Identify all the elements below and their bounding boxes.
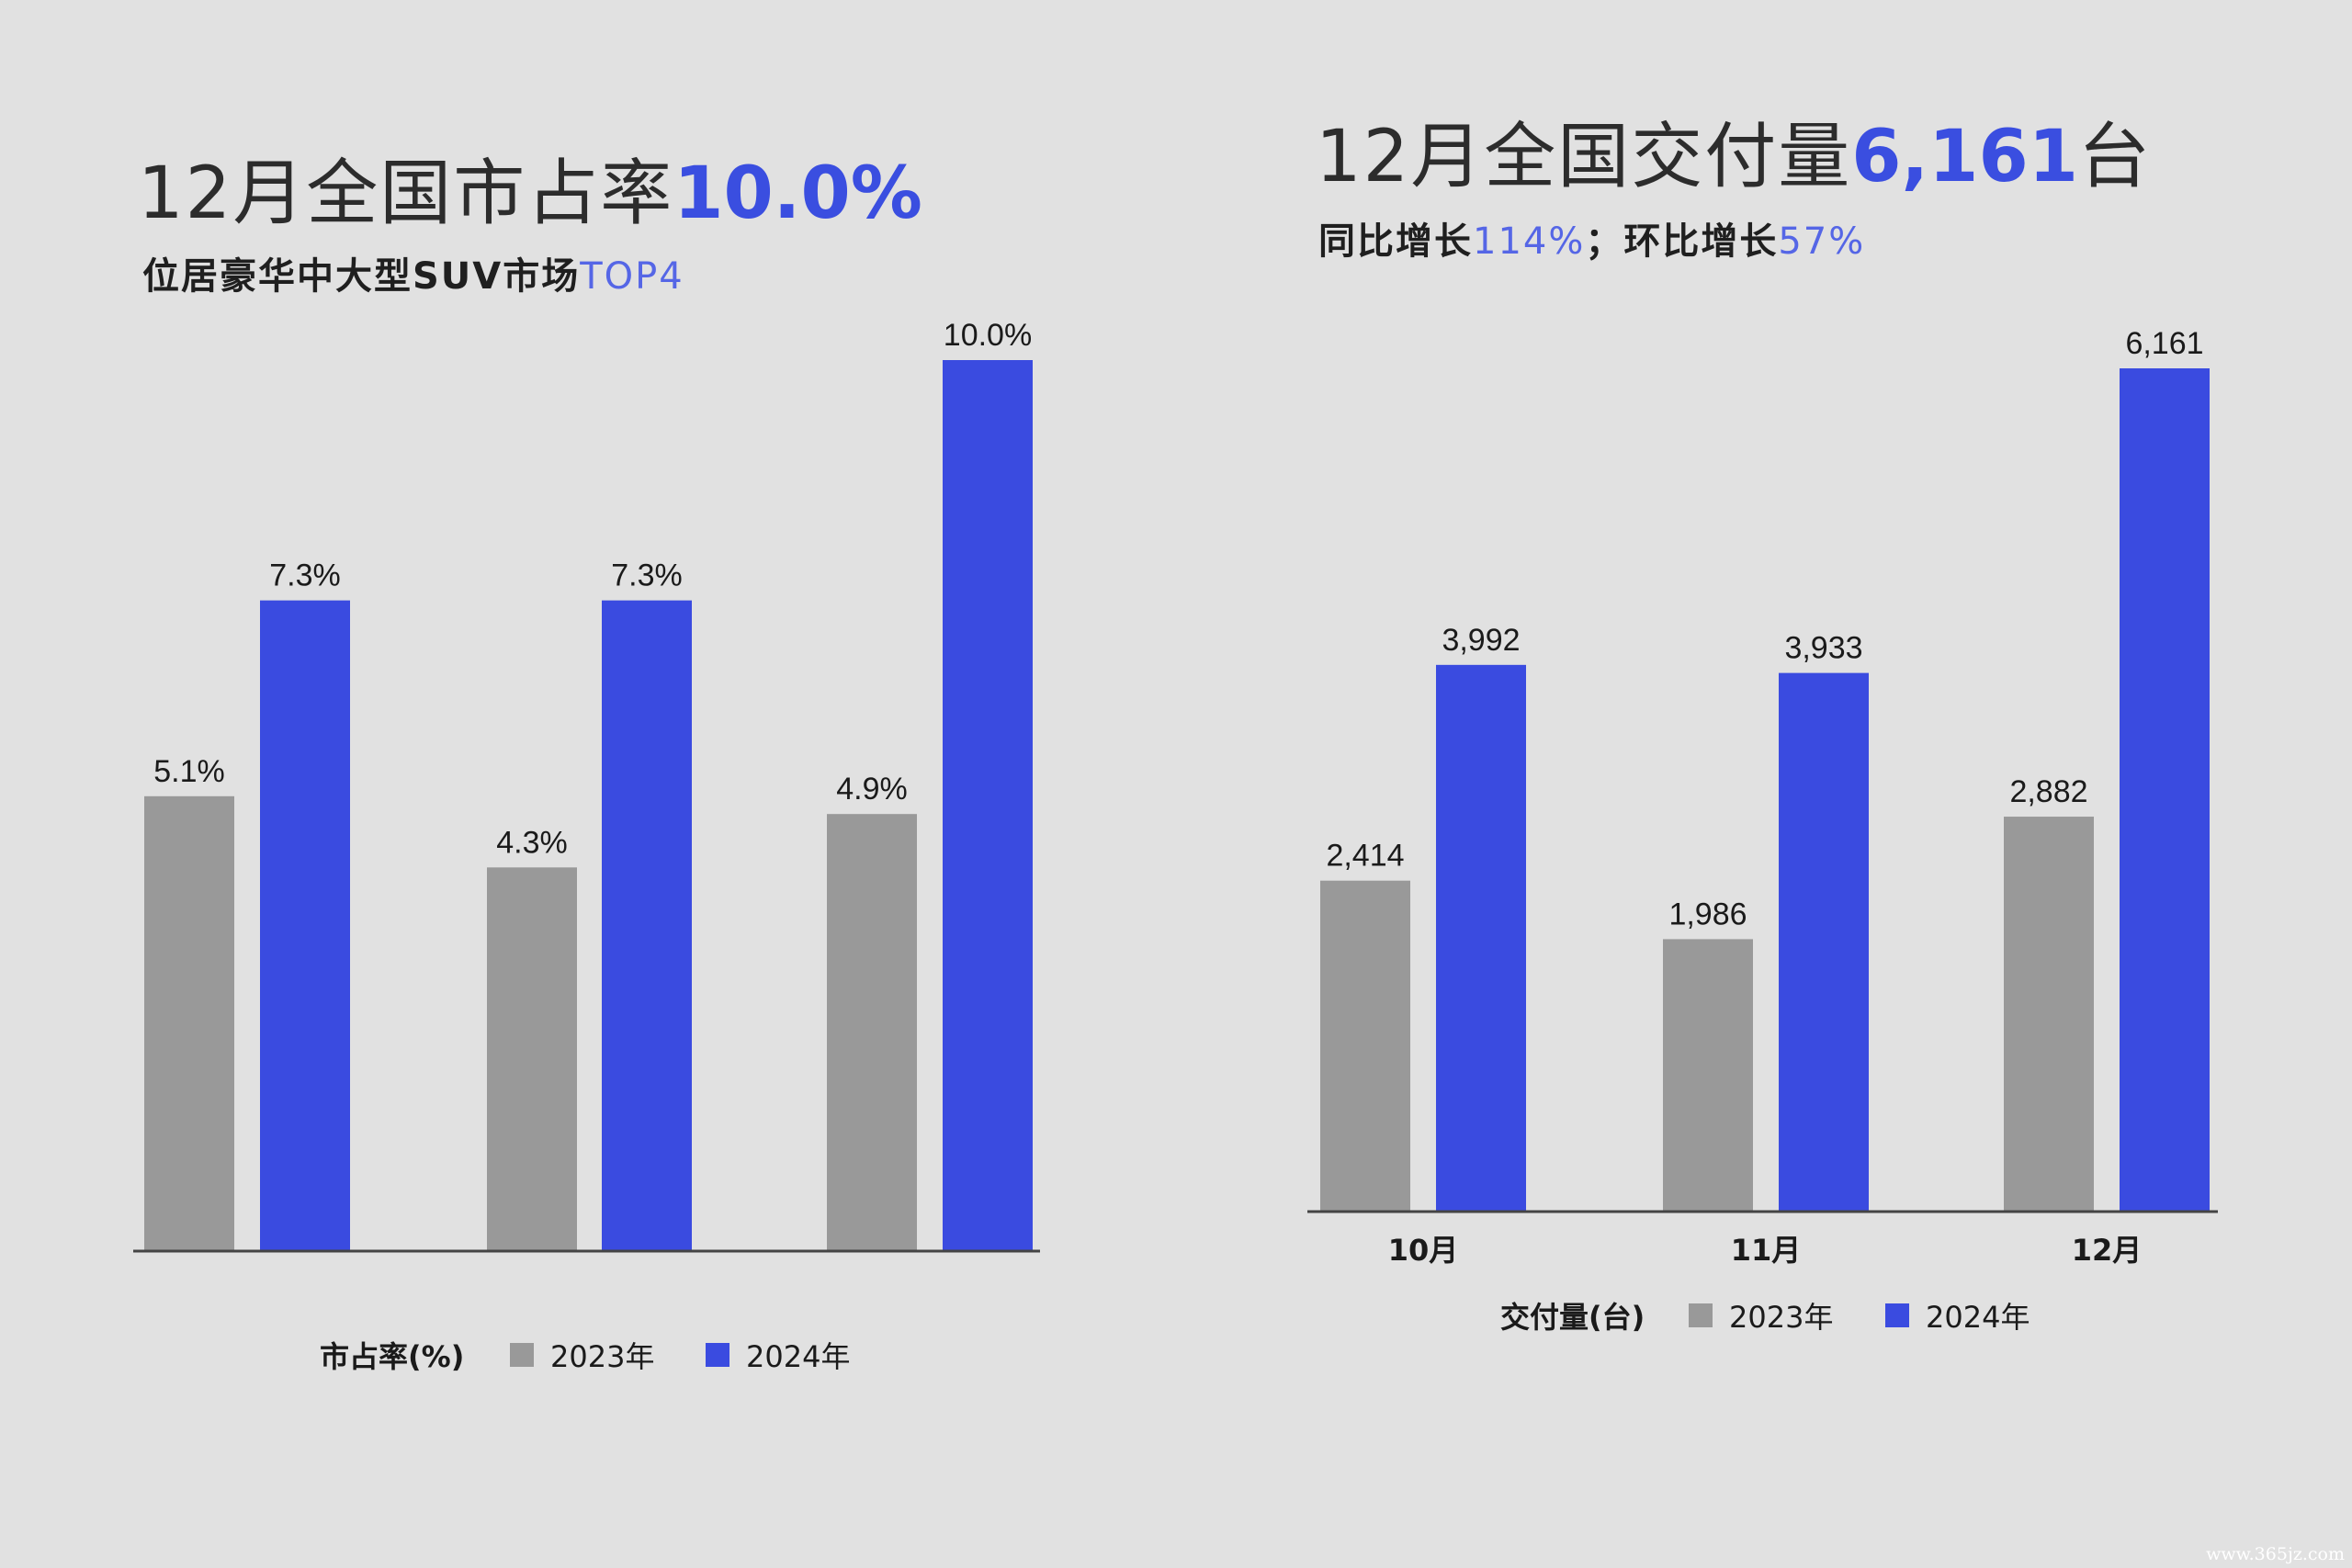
- right-headline-value: 6,161: [1851, 116, 2078, 198]
- right-headline: 12月全国交付量6,161台: [1316, 99, 2152, 202]
- share-legend-title: 市占率(%): [320, 1339, 464, 1374]
- left-subtitle-text: 位居豪华中大型SUV市场: [142, 255, 581, 298]
- left-headline: 12月全国市占率10.0%: [138, 136, 922, 239]
- share-legend-swatch-2024: [706, 1343, 729, 1367]
- right-subtitle-yoy-label: 同比增长: [1318, 220, 1473, 263]
- share-bar-2023-2: [487, 867, 577, 1250]
- share-legend-label-2024: 2024年: [746, 1339, 850, 1374]
- share-bar-2023-1: [144, 795, 234, 1250]
- left-headline-value: 10.0%: [673, 152, 922, 235]
- share-value-label-2024-2: 7.3%: [611, 558, 683, 593]
- share-value-label-2023-2: 4.3%: [496, 825, 568, 860]
- share-bar-2024-2: [602, 600, 692, 1250]
- share-bar-2024-3: [943, 360, 1033, 1250]
- delivery-value-label-2024-3: 6,161: [2125, 326, 2203, 361]
- share-value-label-2024-1: 7.3%: [269, 558, 341, 593]
- right-subtitle-separator: ；: [1585, 220, 1624, 263]
- delivery-legend-label-2024: 2024年: [1926, 1300, 2030, 1335]
- delivery-category-label-1: 10月: [1388, 1233, 1459, 1268]
- right-headline-unit: 台: [2078, 116, 2153, 198]
- delivery-value-label-2024-1: 3,992: [1442, 623, 1520, 658]
- share-value-label-2023-1: 5.1%: [153, 754, 225, 789]
- delivery-value-label-2024-2: 3,933: [1784, 631, 1862, 666]
- right-subtitle: 同比增长114%；环比增长57%: [1318, 211, 1865, 265]
- delivery-category-label-2: 11月: [1731, 1233, 1802, 1268]
- share-bar-2024-1: [260, 600, 350, 1250]
- left-subtitle: 位居豪华中大型SUV市场TOP4: [142, 246, 684, 299]
- delivery-legend-title: 交付量(台): [1500, 1300, 1645, 1335]
- delivery-bar-2024-1: [1436, 664, 1526, 1211]
- delivery-category-label-3: 12月: [2072, 1233, 2143, 1268]
- share-value-label-2024-3: 10.0%: [944, 318, 1032, 353]
- share-value-label-2023-3: 4.9%: [836, 772, 908, 807]
- right-subtitle-yoy-value: 114%: [1473, 220, 1586, 263]
- delivery-bar-2024-2: [1779, 672, 1869, 1211]
- delivery-value-label-2023-2: 1,986: [1668, 897, 1747, 931]
- delivery-legend-label-2023: 2023年: [1729, 1300, 1833, 1335]
- delivery-value-label-2023-1: 2,414: [1326, 839, 1404, 874]
- left-headline-text: 12月全国市占率: [138, 152, 674, 235]
- right-headline-text: 12月全国交付量: [1316, 116, 1852, 198]
- delivery-value-label-2023-3: 2,882: [2009, 774, 2087, 809]
- left-subtitle-accent: TOP4: [580, 255, 684, 298]
- share-legend-label-2023: 2023年: [550, 1339, 654, 1374]
- delivery-legend-swatch-2023: [1689, 1303, 1713, 1327]
- delivery-bar-2023-1: [1320, 880, 1410, 1211]
- delivery-legend-swatch-2024: [1885, 1303, 1909, 1327]
- delivery-bar-2023-3: [2004, 817, 2094, 1211]
- market-share-chart: 5.1% 4.3% 4.9% 7.3% 7.3% 10.0% 市占率(%) 2023年 2024…: [133, 318, 1040, 1374]
- right-subtitle-mom-label: 环比增长: [1623, 220, 1779, 263]
- share-legend-swatch-2023: [510, 1343, 534, 1367]
- delivery-bar-2024-3: [2120, 368, 2210, 1211]
- delivery-bar-2023-2: [1663, 939, 1753, 1211]
- watermark: www.365jz.com: [2206, 1544, 2345, 1564]
- deliveries-chart: 2,414 1,986 2,882 3,992 3,933 6,161 10月 11月 12月交…: [1307, 326, 2218, 1335]
- share-bar-2023-3: [827, 814, 917, 1250]
- right-subtitle-mom-value: 57%: [1778, 220, 1866, 263]
